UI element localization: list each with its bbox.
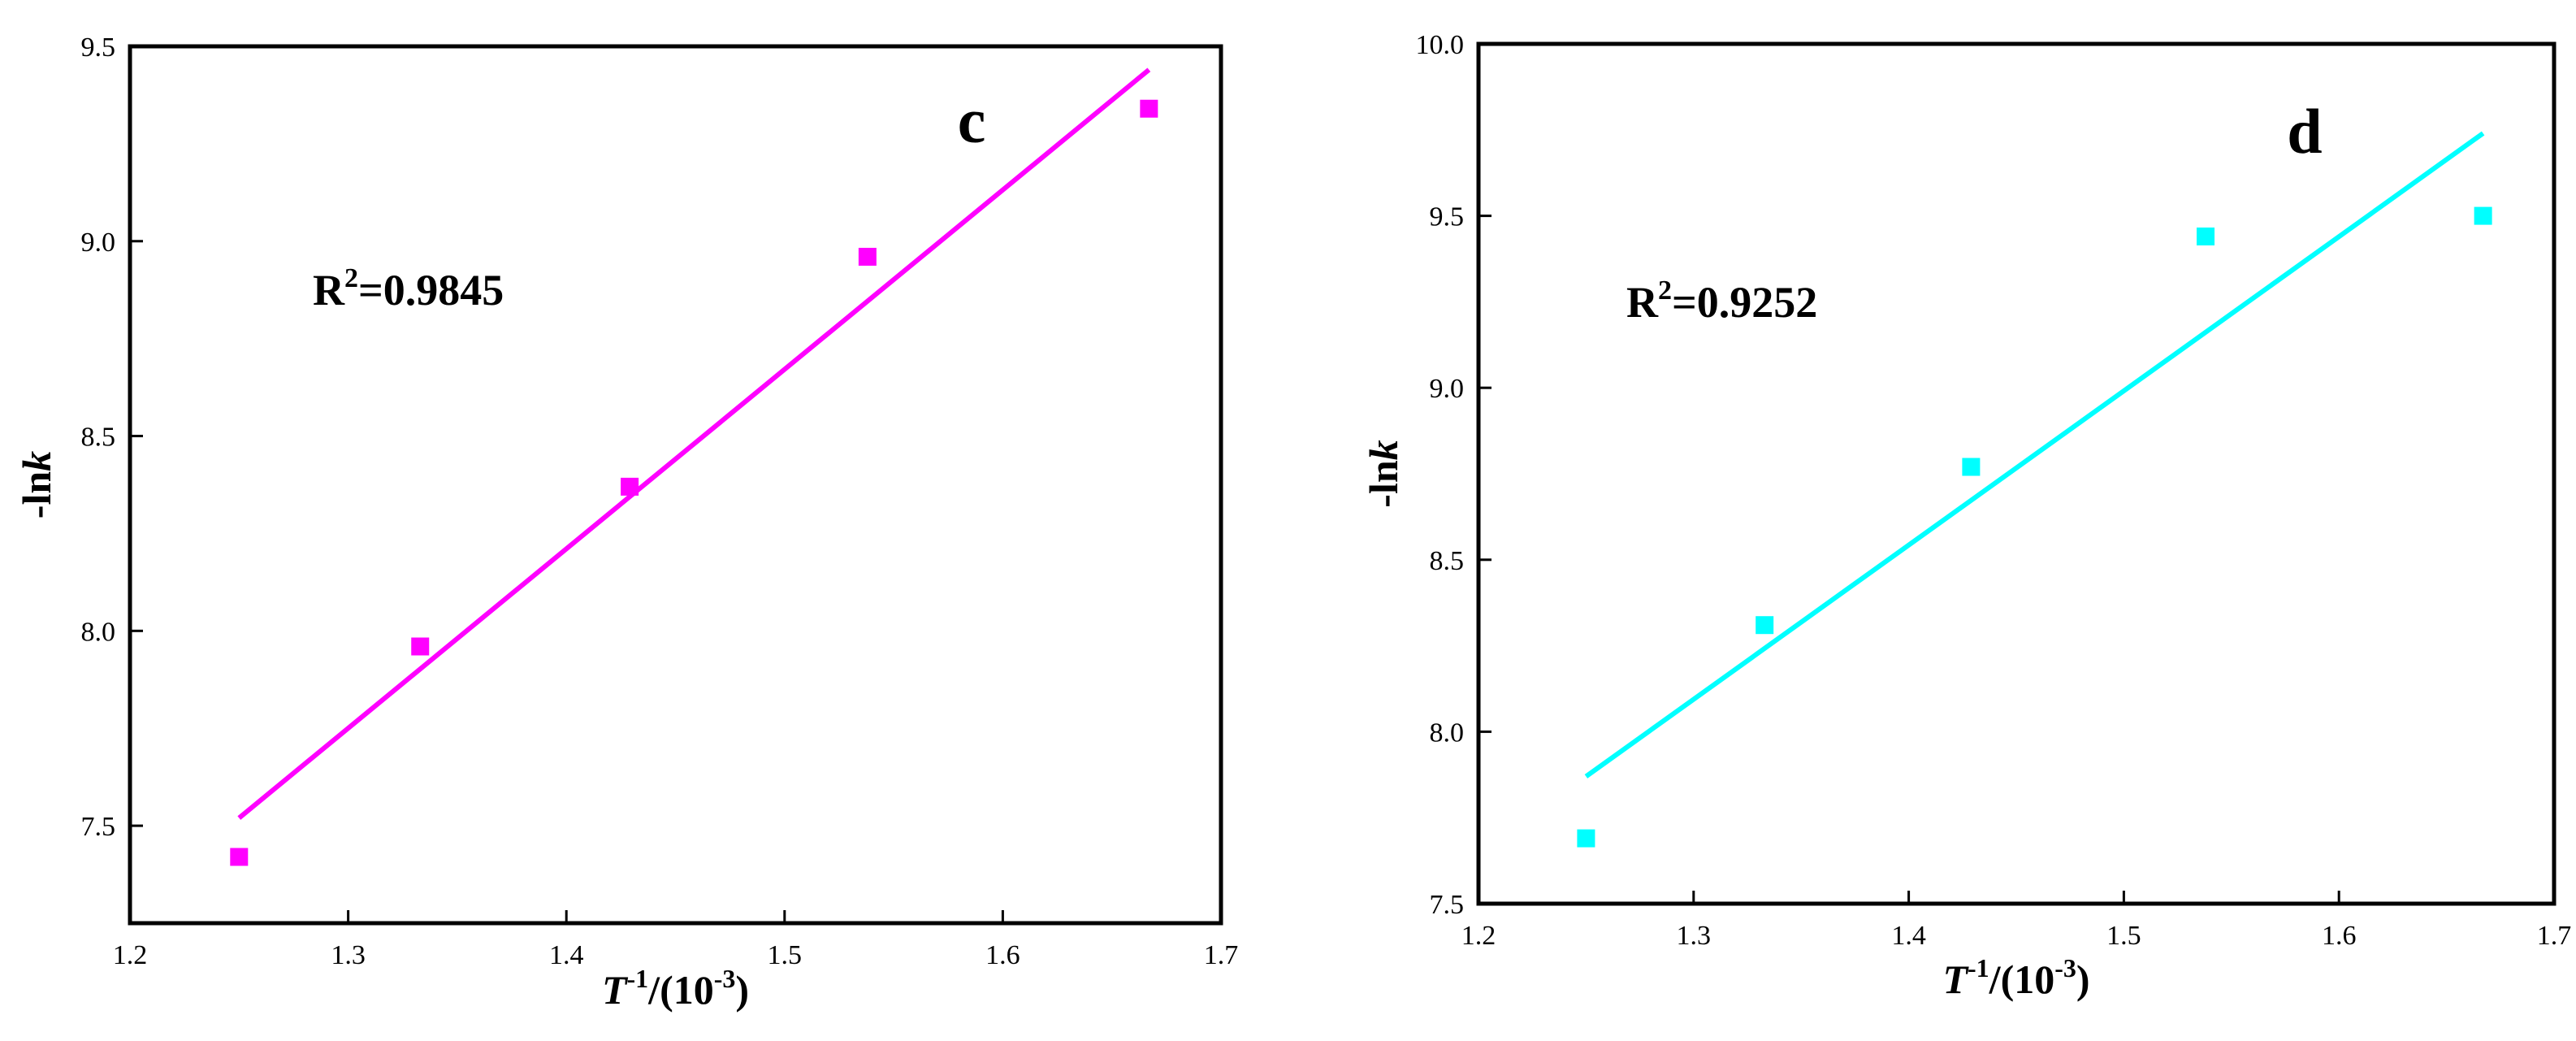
y-tick-label: 9.5	[81, 33, 116, 63]
y-tick-label: 8.5	[81, 423, 116, 453]
y-tick-label: 10.0	[1416, 30, 1465, 60]
data-point	[230, 848, 249, 866]
data-point	[411, 637, 430, 656]
x-tick-label: 1.6	[985, 940, 1020, 970]
data-point	[1577, 829, 1595, 848]
x-tick-label: 1.5	[768, 940, 803, 970]
data-point	[1962, 458, 1981, 476]
y-tick-label: 8.0	[1430, 718, 1465, 748]
y-tick-label: 8.0	[81, 617, 116, 647]
panel-label: c	[958, 85, 986, 156]
data-point	[1140, 99, 1158, 118]
r-squared-annotation: R2=0.9845	[313, 263, 504, 314]
x-tick-label: 1.3	[1677, 921, 1712, 951]
y-tick-label: 9.0	[81, 228, 116, 258]
r-squared-annotation: R2=0.9252	[1626, 275, 1817, 327]
data-point	[2197, 227, 2215, 245]
x-tick-label: 1.4	[549, 940, 584, 970]
x-tick-label: 1.4	[1891, 921, 1926, 951]
chart-panel-c: 1.2 1.3 1.4 1.5 1.6 1.7 7.5 8.0 8.5 9.0 9.5 c R2=0.9…	[14, 33, 1238, 1013]
y-tick-label: 7.5	[81, 812, 116, 842]
fit-line	[1584, 131, 2485, 779]
x-tick-label: 1.2	[1461, 921, 1496, 951]
x-axis-title: T-1/(10-3)	[602, 964, 749, 1013]
fit-line	[237, 67, 1151, 820]
data-point	[621, 477, 639, 496]
y-tick-label: 8.5	[1430, 546, 1465, 576]
x-tick-label: 1.7	[2537, 921, 2572, 951]
plot-frame	[128, 44, 1223, 926]
data-point	[2474, 206, 2492, 225]
x-tick-label: 1.7	[1204, 940, 1239, 970]
x-tick-label: 1.5	[2106, 921, 2141, 951]
y-tick-label: 9.5	[1430, 202, 1465, 232]
x-tick-label: 1.2	[113, 940, 148, 970]
x-tick-label: 1.6	[2322, 921, 2357, 951]
y-tick-label: 7.5	[1430, 890, 1465, 920]
y-axis-title: -lnk	[14, 451, 59, 518]
data-point	[1756, 616, 1774, 635]
chart-panel-d: 1.2 1.3 1.4 1.5 1.6 1.7 7.5 8.0 8.5 9.0 9.5 10.0 d R2…	[1361, 30, 2571, 1002]
data-point	[858, 247, 877, 266]
x-axis-title: T-1/(10-3)	[1942, 953, 2089, 1002]
y-axis-title: -lnk	[1361, 440, 1406, 507]
panel-label: d	[2287, 96, 2322, 167]
x-tick-label: 1.3	[331, 940, 366, 970]
plot-frame	[1476, 41, 2557, 906]
y-tick-label: 9.0	[1430, 374, 1465, 404]
